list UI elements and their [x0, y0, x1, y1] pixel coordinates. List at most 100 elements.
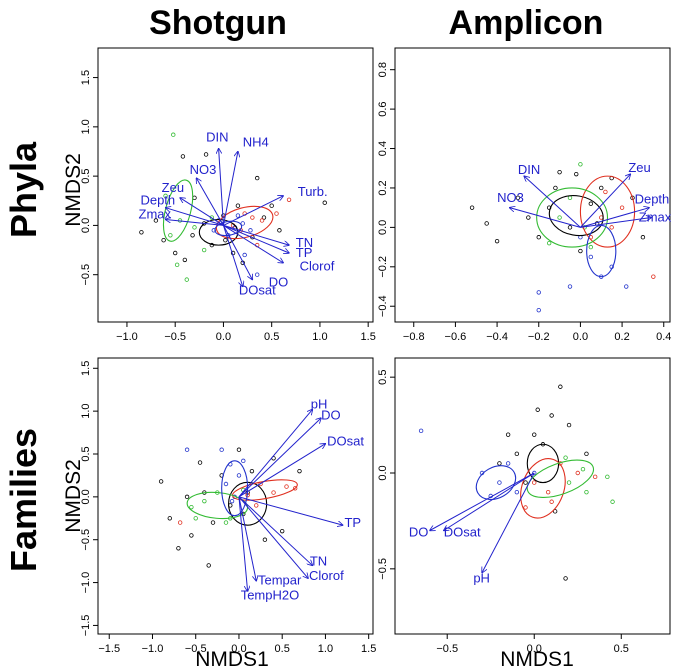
point-black [557, 169, 562, 175]
point-black [558, 384, 563, 389]
point-red [177, 520, 183, 525]
y-tick-label: 0.0 [377, 465, 389, 480]
point-black [153, 218, 159, 223]
x-tick-label: 0.0 [573, 331, 588, 343]
point-red [651, 274, 656, 279]
point-black [552, 509, 558, 514]
x-tick-label: −1.5 [98, 643, 120, 655]
panel-amplicon-families: −0.5 0.0 0.5 −0.5 0.0 0.5 DO DOsat pH [377, 357, 671, 655]
point-blue [184, 447, 190, 452]
point-black [139, 230, 144, 235]
point-red [259, 218, 265, 223]
point-blue [588, 254, 594, 260]
vector-label: pH [311, 397, 328, 412]
vector-label: Clorof [309, 568, 344, 583]
y-tick-label: 1.0 [80, 119, 92, 134]
point-black [484, 221, 489, 226]
ellipse-red [579, 175, 636, 248]
point-green [580, 466, 586, 472]
point-blue [505, 461, 511, 466]
point-black [523, 480, 528, 485]
x-tick-label: −0.2 [528, 331, 550, 343]
point-black [167, 516, 172, 521]
point-green [189, 504, 194, 510]
vector-label: Zeu [162, 180, 184, 195]
point-black [190, 233, 195, 238]
x-tick-label: −0.5 [436, 643, 458, 655]
point-black [249, 468, 255, 474]
point-black [469, 205, 475, 210]
point-red [609, 225, 614, 230]
point-red [274, 211, 279, 216]
x-tick-label: 0.2 [614, 331, 629, 343]
point-red [549, 499, 554, 504]
point-red [603, 189, 608, 195]
point-blue [235, 213, 241, 218]
vector-arrow [238, 409, 313, 498]
y-tick-label: −0.5 [80, 264, 92, 286]
point-red [286, 197, 292, 202]
x-tick-label: −0.5 [185, 643, 207, 655]
point-blue [532, 470, 537, 476]
point-red [292, 486, 298, 491]
x-tick-label: 0.5 [264, 331, 279, 343]
point-green [192, 225, 197, 230]
vector-arrow [223, 224, 289, 253]
ellipse-green [526, 459, 595, 498]
x-tick-label: 0.5 [275, 643, 290, 655]
vector-arrow [580, 218, 651, 228]
point-black [536, 235, 541, 240]
point-black [494, 238, 500, 244]
vector-arrow [223, 224, 289, 245]
row-title-phyla: Phyla [3, 141, 44, 238]
point-green [201, 247, 207, 253]
vector-arrow [238, 496, 256, 581]
point-black [158, 479, 164, 484]
vector-arrow [222, 225, 242, 286]
point-green [578, 162, 583, 167]
point-red [254, 503, 259, 508]
vector-label: DOsat [327, 433, 364, 448]
vector-label: Depth [140, 193, 175, 208]
y-tick-label: 0.5 [80, 446, 92, 461]
point-blue [241, 458, 246, 464]
vector-label: Zmax [139, 207, 172, 222]
vector-arrow [223, 196, 283, 226]
x-axis-title-left: NMDS1 [195, 648, 269, 671]
point-green [584, 489, 589, 495]
vector-arrow [180, 198, 224, 226]
point-black [640, 235, 646, 240]
point-blue [211, 228, 216, 233]
plot-frame [97, 357, 374, 635]
y-tick-label: 0.6 [377, 101, 389, 116]
vector-arrow [238, 496, 343, 525]
vector-label: DOsat [444, 524, 481, 539]
vector-label: Tempar [258, 572, 302, 587]
point-blue [536, 307, 541, 313]
vector-arrow [166, 208, 224, 226]
point-red [523, 505, 528, 510]
point-blue [514, 489, 520, 495]
x-tick-label: −0.4 [486, 331, 508, 343]
vector-arrow [223, 224, 283, 262]
point-blue [497, 480, 502, 485]
x-tick-label: 0.5 [614, 643, 629, 655]
vector-arrow [430, 472, 535, 531]
row-title-families: Families [3, 428, 44, 572]
vector-label: NH4 [243, 135, 269, 150]
ellipse-blue [586, 224, 617, 278]
x-tick-label: −0.5 [164, 331, 186, 343]
vector-label: Zeu [628, 160, 650, 175]
y-tick-label: 0.5 [377, 370, 389, 385]
point-black [235, 203, 241, 208]
point-green [605, 474, 610, 480]
x-axis-title-right: NMDS1 [500, 648, 574, 671]
panel-amplicon-phyla: −0.8 −0.6 −0.4 −0.2 0.0 0.2 0.4 −0.4 −0.2 0.0 0.2 0… [377, 47, 672, 343]
point-black [588, 201, 594, 206]
panel-shotgun-families: −1.5 −1.0 −0.5 0.0 0.5 1.0 1.5 −1.5 −1.0 −0.5 0.0 0… [80, 357, 376, 655]
y-axis-title-top: NMDS2 [62, 153, 85, 227]
point-blue [242, 252, 247, 258]
ellipse-blue [214, 220, 243, 237]
ellipse-blue [475, 465, 517, 501]
point-black [262, 537, 268, 542]
